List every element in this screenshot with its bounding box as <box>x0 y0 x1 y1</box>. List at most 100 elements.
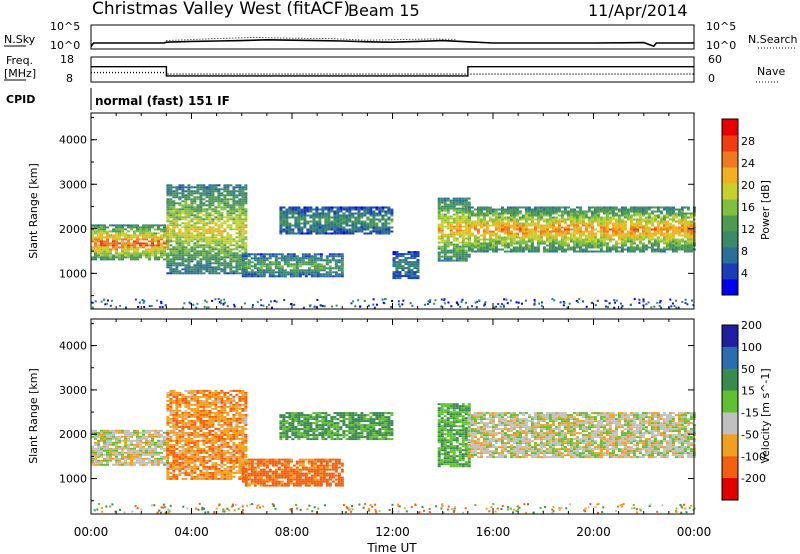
echo-cell <box>331 305 333 308</box>
echo-cell <box>181 419 185 422</box>
echo-cell <box>169 397 173 400</box>
echo-cell <box>220 230 224 233</box>
echo-cell <box>372 222 376 225</box>
echo-cell <box>536 212 540 215</box>
echo-cell <box>94 246 97 249</box>
echo-cell <box>599 224 603 227</box>
echo-cell <box>321 214 325 217</box>
echo-cell <box>100 228 103 231</box>
echo-cell <box>662 222 666 225</box>
echo-cell <box>238 266 242 269</box>
echo-cell <box>244 218 248 221</box>
echo-cell <box>369 206 373 209</box>
echo-cell <box>208 240 212 243</box>
echo-cell <box>217 232 221 235</box>
echo-cell <box>142 451 145 454</box>
echo-cell <box>136 240 139 243</box>
echo-cell <box>384 218 388 221</box>
echo-cell <box>467 206 471 209</box>
echo-cell <box>509 214 513 217</box>
echo-cell <box>665 214 669 217</box>
echo-cell <box>97 451 100 454</box>
echo-cell <box>121 453 124 456</box>
echo-cell <box>169 202 173 205</box>
echo-cell <box>407 257 411 260</box>
echo-cell <box>632 250 636 253</box>
echo-cell <box>449 223 453 226</box>
echo-cell <box>190 194 194 197</box>
echo-cell <box>136 256 139 259</box>
echo-cell <box>467 248 471 251</box>
echo-cell <box>282 206 286 209</box>
echo-cell <box>109 254 112 257</box>
echo-cell <box>124 443 127 446</box>
echo-cell <box>232 222 236 225</box>
echo-cell <box>181 184 185 187</box>
echo-cell <box>512 242 516 245</box>
echo-cell <box>208 190 212 193</box>
echo-cell <box>342 208 346 211</box>
echo-cell <box>223 254 227 257</box>
echo-cell <box>211 228 215 231</box>
echo-cell <box>578 222 582 225</box>
echo-cell <box>506 238 510 241</box>
echo-cell <box>100 447 103 450</box>
echo-cell <box>217 200 221 203</box>
echo-cell <box>689 236 693 239</box>
echo-cell <box>166 429 169 432</box>
echo-cell <box>446 207 450 210</box>
echo-cell <box>476 236 480 239</box>
echo-cell <box>265 265 269 268</box>
echo-cell <box>181 393 185 396</box>
echo-cell <box>671 234 675 237</box>
echo-cell <box>488 208 492 211</box>
echo-cell <box>220 218 224 221</box>
echo-cell <box>554 212 558 215</box>
echo-cell <box>175 423 179 426</box>
echo-cell <box>575 300 578 302</box>
echo-cell <box>310 259 314 262</box>
echo-cell <box>211 184 215 187</box>
echo-cell <box>175 222 179 225</box>
echo-cell <box>407 251 411 254</box>
echo-cell <box>524 210 528 213</box>
echo-cell <box>304 269 308 272</box>
echo-cell <box>503 298 506 301</box>
echo-cell <box>319 269 323 272</box>
echo-cell <box>109 236 112 239</box>
echo-cell <box>488 234 492 237</box>
echo-cell <box>437 231 441 234</box>
echo-cell <box>100 254 103 257</box>
echo-cell <box>545 244 549 247</box>
echo-cell <box>121 431 124 434</box>
echo-cell <box>244 248 248 251</box>
echo-cell <box>178 228 182 231</box>
echo-cell <box>440 249 444 252</box>
echo-cell <box>518 210 522 213</box>
echo-cell <box>241 212 245 215</box>
echo-cell <box>232 188 236 191</box>
echo-cell <box>318 226 322 229</box>
echo-cell <box>241 188 245 191</box>
echo-cell <box>542 212 546 215</box>
echo-cell <box>470 246 474 249</box>
echo-cell <box>232 244 236 247</box>
echo-cell <box>277 265 281 268</box>
echo-cell <box>375 208 379 211</box>
echo-cell <box>127 447 130 450</box>
echo-cell <box>614 220 618 223</box>
echo-cell <box>118 435 121 438</box>
echo-cell <box>187 268 191 271</box>
echo-cell <box>647 232 651 235</box>
echo-cell <box>286 271 290 274</box>
echo-cell <box>605 238 609 241</box>
echo-cell <box>303 222 307 225</box>
echo-cell <box>686 212 690 215</box>
echo-cell <box>145 228 148 231</box>
echo-cell <box>183 302 186 305</box>
echo-cell <box>476 208 480 211</box>
echo-cell <box>581 244 585 247</box>
echo-cell <box>632 240 636 243</box>
echo-cell <box>175 425 179 428</box>
echo-cell <box>545 234 549 237</box>
